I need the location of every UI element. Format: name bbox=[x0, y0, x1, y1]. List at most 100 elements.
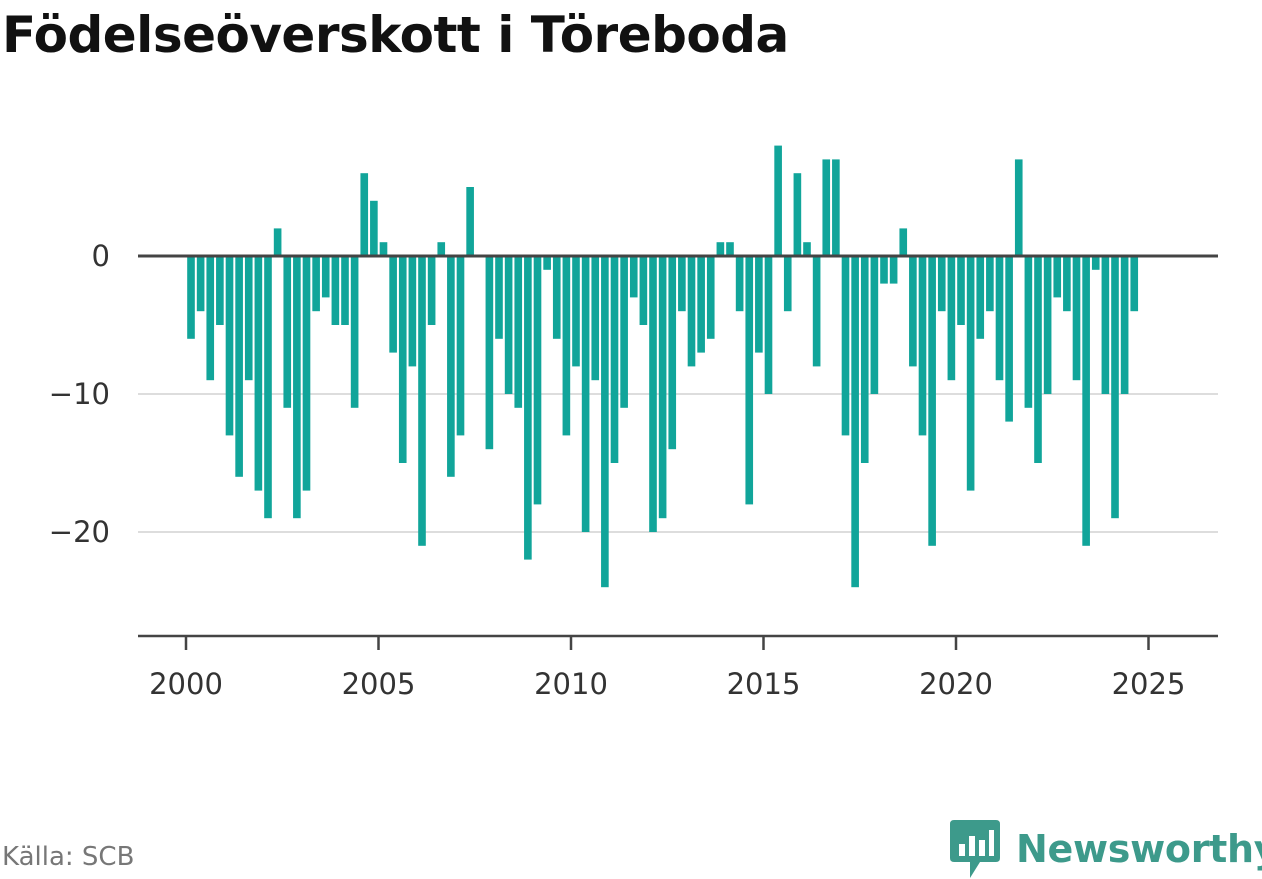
bar bbox=[986, 256, 994, 312]
bar bbox=[639, 256, 648, 325]
bar bbox=[216, 256, 224, 325]
bar bbox=[244, 256, 253, 381]
bar bbox=[456, 256, 465, 436]
bar bbox=[321, 256, 330, 298]
bar bbox=[649, 256, 657, 532]
y-tick-label: −10 bbox=[49, 377, 110, 411]
bar bbox=[793, 173, 802, 256]
bar bbox=[755, 256, 763, 353]
bar bbox=[1053, 256, 1062, 298]
bar bbox=[1072, 256, 1081, 381]
bar bbox=[418, 256, 426, 546]
x-tick-label: 2015 bbox=[727, 667, 801, 701]
bar bbox=[726, 242, 734, 256]
bar bbox=[225, 256, 234, 436]
bar bbox=[331, 256, 340, 325]
bar bbox=[687, 256, 696, 367]
bar bbox=[735, 256, 744, 312]
axes bbox=[138, 254, 1218, 650]
y-tick-label: 0 bbox=[92, 239, 110, 273]
bar bbox=[1101, 256, 1110, 394]
bar bbox=[937, 256, 946, 312]
bar bbox=[909, 256, 917, 367]
bar bbox=[350, 256, 359, 408]
bar bbox=[841, 256, 850, 436]
bar bbox=[1130, 256, 1139, 312]
bar bbox=[1043, 256, 1052, 394]
bar bbox=[1034, 256, 1042, 463]
bar bbox=[851, 256, 859, 588]
bar bbox=[264, 256, 272, 519]
bar bbox=[783, 256, 792, 312]
x-tick-label: 2000 bbox=[149, 667, 223, 701]
bar bbox=[302, 256, 311, 491]
bar bbox=[880, 256, 888, 284]
bar bbox=[341, 256, 349, 325]
bar bbox=[533, 256, 542, 505]
bar bbox=[273, 228, 282, 256]
bar bbox=[572, 256, 580, 367]
bar bbox=[1005, 256, 1013, 422]
newsworthy-logo-icon bbox=[950, 820, 1000, 878]
bar bbox=[1091, 256, 1100, 270]
bar bbox=[379, 242, 388, 256]
brand-name: Newsworthy bbox=[1016, 827, 1262, 871]
bar bbox=[668, 256, 677, 450]
x-tick-label: 2020 bbox=[919, 667, 993, 701]
bar bbox=[1063, 256, 1071, 312]
bar bbox=[678, 256, 686, 312]
bar bbox=[860, 256, 869, 463]
bar bbox=[716, 242, 725, 256]
bar bbox=[832, 159, 840, 256]
bar bbox=[1082, 256, 1090, 546]
bar bbox=[957, 256, 965, 325]
bar bbox=[706, 256, 715, 339]
bar bbox=[591, 256, 600, 381]
bar bbox=[196, 256, 205, 312]
bar bbox=[601, 256, 609, 588]
bar bbox=[947, 256, 956, 381]
bar bbox=[774, 145, 782, 256]
bars bbox=[187, 145, 1139, 588]
bar bbox=[658, 256, 667, 519]
bar bbox=[437, 242, 446, 256]
bar bbox=[408, 256, 417, 367]
bar bbox=[1111, 256, 1119, 519]
bar bbox=[1024, 256, 1033, 408]
chart-title: Födelseöverskott i Töreboda bbox=[2, 6, 789, 64]
bar bbox=[764, 256, 773, 394]
bar bbox=[1120, 256, 1129, 394]
bar bbox=[620, 256, 628, 408]
tick-labels: 0 −10 −20 2000 2005 2010 2015 2020 2025 bbox=[49, 239, 1186, 701]
bar bbox=[899, 228, 908, 256]
bar bbox=[918, 256, 927, 436]
bar bbox=[870, 256, 879, 394]
bar bbox=[995, 256, 1004, 381]
bar-chart: 0 −10 −20 2000 2005 2010 2015 2020 2025 bbox=[49, 145, 1218, 701]
x-tick-label: 2025 bbox=[1112, 667, 1186, 701]
bar bbox=[514, 256, 523, 408]
bar bbox=[312, 256, 320, 312]
bar bbox=[360, 173, 369, 256]
bar bbox=[976, 256, 985, 339]
bar bbox=[822, 159, 831, 256]
x-tick-label: 2005 bbox=[342, 667, 416, 701]
bar bbox=[745, 256, 754, 505]
bar bbox=[928, 256, 936, 546]
bar bbox=[206, 256, 215, 381]
bar bbox=[1014, 159, 1023, 256]
bar bbox=[524, 256, 532, 560]
bar bbox=[629, 256, 638, 298]
bar bbox=[283, 256, 292, 408]
bar bbox=[812, 256, 821, 367]
bar bbox=[293, 256, 301, 519]
bar bbox=[504, 256, 513, 394]
bar bbox=[552, 256, 561, 339]
bar bbox=[966, 256, 975, 491]
bar bbox=[466, 187, 474, 256]
bar bbox=[889, 256, 898, 284]
bar bbox=[187, 256, 195, 339]
bar bbox=[495, 256, 503, 339]
bar bbox=[235, 256, 243, 477]
bar bbox=[427, 256, 436, 325]
